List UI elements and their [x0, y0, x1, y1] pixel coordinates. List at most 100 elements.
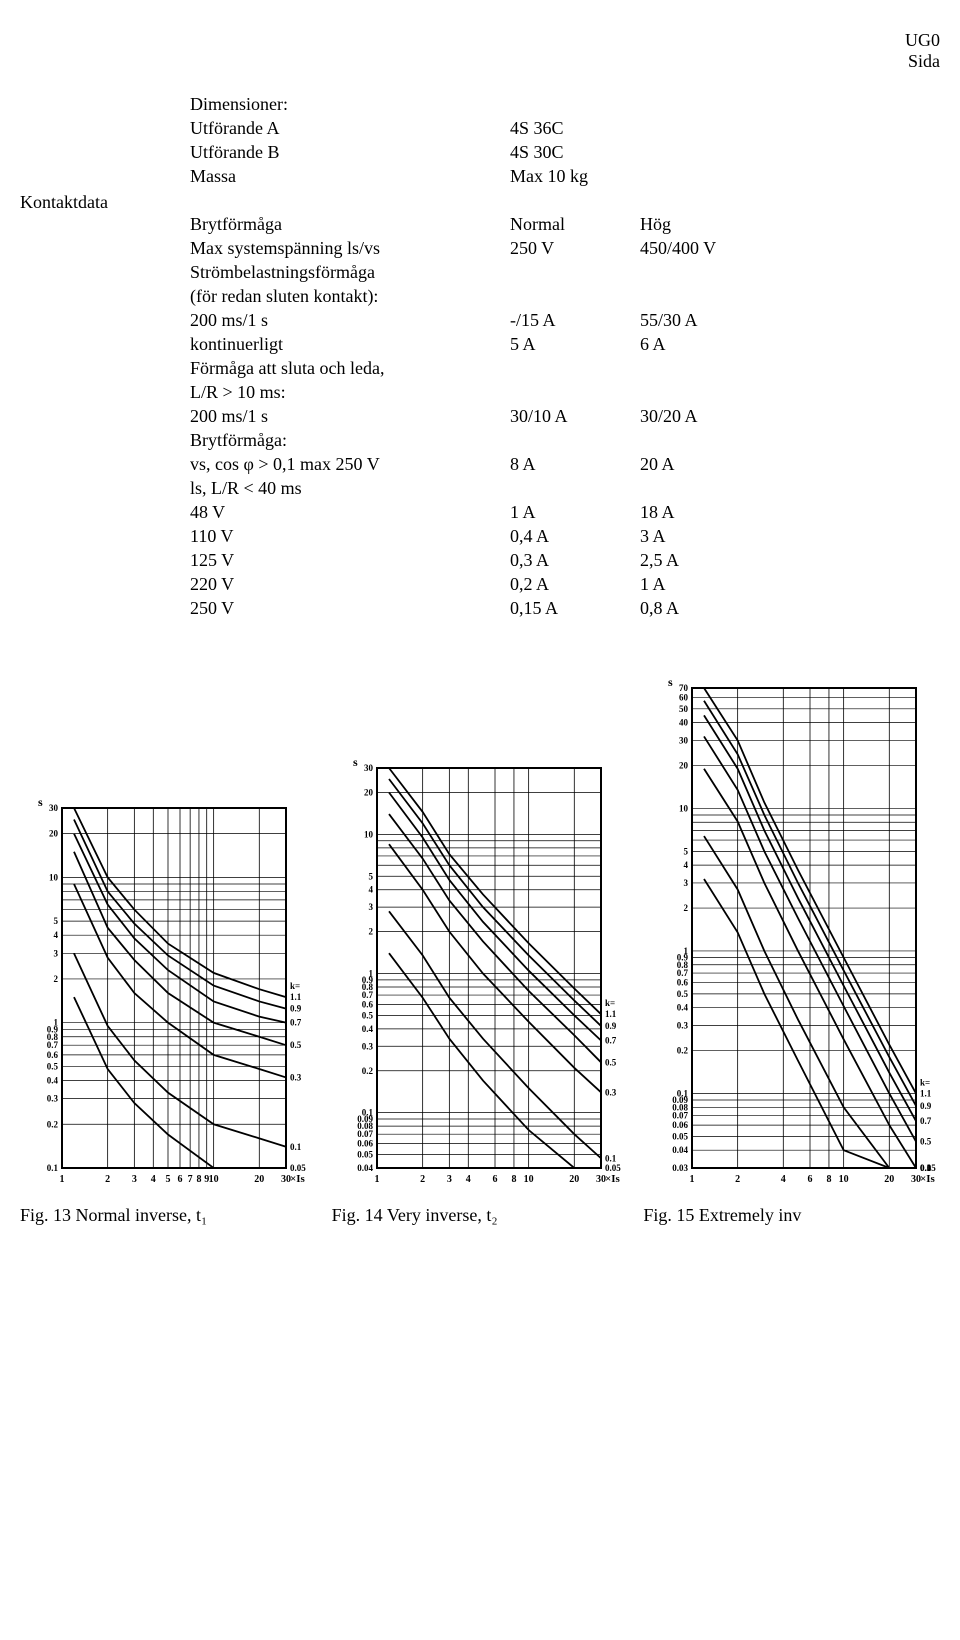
svg-text:0.1: 0.1: [677, 1088, 689, 1098]
spec-value-high: 0,8 A: [640, 596, 740, 620]
svg-text:6: 6: [178, 1174, 183, 1185]
svg-text:4: 4: [781, 1174, 786, 1185]
spec-value-high: 30/20 A: [640, 404, 740, 428]
spec-label: ls, L/R < 40 ms: [190, 476, 470, 500]
svg-text:5: 5: [684, 846, 689, 856]
svg-text:0.04: 0.04: [357, 1163, 373, 1173]
svg-text:7: 7: [188, 1174, 193, 1185]
spec-value-high: 2,5 A: [640, 548, 740, 572]
spec-value-normal: [510, 380, 610, 404]
spec-label: Max systemspänning ls/vs: [190, 236, 470, 260]
svg-text:20: 20: [254, 1174, 264, 1185]
spec-values-normal: 4S 36C4S 30CMax 10 kgNormal250 V-/15 A5 …: [510, 92, 610, 620]
spec-value-high: 20 A: [640, 452, 740, 476]
svg-text:10: 10: [679, 803, 689, 813]
svg-text:5: 5: [369, 871, 374, 881]
svg-text:2: 2: [54, 974, 59, 984]
page-header: UG0 Sida: [20, 30, 940, 72]
svg-text:1: 1: [690, 1174, 695, 1185]
svg-text:×Is: ×Is: [605, 1173, 621, 1185]
spec-label: Förmåga att sluta och leda,: [190, 356, 470, 380]
svg-text:0.5: 0.5: [677, 989, 689, 999]
svg-text:4: 4: [151, 1174, 156, 1185]
spec-label: vs, cos φ > 0,1 max 250 V: [190, 452, 470, 476]
svg-text:8: 8: [511, 1174, 516, 1185]
svg-text:0.9: 0.9: [920, 1101, 932, 1111]
chart-block: 1234681020300.040.050.060.070.080.090.10…: [335, 750, 635, 1190]
spec-value-high: 3 A: [640, 524, 740, 548]
svg-text:1: 1: [54, 1018, 59, 1028]
svg-text:60: 60: [679, 693, 689, 703]
spec-label: 200 ms/1 s: [190, 308, 470, 332]
svg-text:20: 20: [884, 1174, 894, 1185]
spec-value-normal: [510, 428, 610, 452]
section-label: Kontaktdata: [20, 92, 160, 620]
svg-text:0.6: 0.6: [362, 999, 374, 1009]
spec-value-normal: -/15 A: [510, 308, 610, 332]
spec-label: Brytförmåga:: [190, 428, 470, 452]
inverse-time-chart: 124681020300.030.040.050.060.070.080.090…: [650, 670, 950, 1190]
spec-label: 125 V: [190, 548, 470, 572]
svg-text:4: 4: [466, 1174, 471, 1185]
svg-text:0.1: 0.1: [290, 1142, 302, 1152]
spec-value-normal: 4S 30C: [510, 140, 610, 164]
svg-text:0.3: 0.3: [362, 1041, 374, 1051]
header-line-2: Sida: [20, 51, 940, 72]
svg-text:2: 2: [684, 903, 689, 913]
svg-text:0.5: 0.5: [605, 1057, 617, 1067]
spec-value-high: [640, 164, 740, 188]
spec-value-normal: 0,15 A: [510, 596, 610, 620]
svg-text:5: 5: [165, 1174, 170, 1185]
svg-text:0.9: 0.9: [290, 1004, 302, 1014]
spec-value-high: 55/30 A: [640, 308, 740, 332]
svg-text:6: 6: [493, 1174, 498, 1185]
svg-text:4: 4: [369, 885, 374, 895]
svg-text:20: 20: [569, 1174, 579, 1185]
svg-text:30: 30: [49, 803, 59, 813]
chart-caption: Fig. 15 Extremely inv: [643, 1205, 940, 1226]
svg-text:0.5: 0.5: [47, 1061, 59, 1071]
svg-text:1.1: 1.1: [920, 1088, 932, 1098]
spec-value-normal: 8 A: [510, 452, 610, 476]
chart-block: 124681020300.030.040.050.060.070.080.090…: [650, 670, 950, 1190]
svg-text:1: 1: [369, 969, 374, 979]
captions-row: Fig. 13 Normal inverse, t₁Fig. 14 Very i…: [20, 1205, 940, 1226]
svg-text:k=: k=: [605, 998, 615, 1008]
svg-text:0.05: 0.05: [357, 1150, 373, 1160]
svg-text:0.2: 0.2: [677, 1046, 689, 1056]
spec-value-high: 450/400 V: [640, 236, 740, 260]
inverse-time-chart: 1234567891020300.10.20.30.40.50.60.70.80…: [20, 790, 320, 1190]
svg-text:1: 1: [60, 1174, 65, 1185]
svg-text:k=: k=: [290, 981, 300, 991]
svg-text:0.5: 0.5: [290, 1040, 302, 1050]
svg-text:50: 50: [679, 704, 689, 714]
spec-label: 220 V: [190, 572, 470, 596]
spec-value-normal: 0,2 A: [510, 572, 610, 596]
spec-value-normal: Normal: [510, 212, 610, 236]
chart-block: 1234567891020300.10.20.30.40.50.60.70.80…: [20, 790, 320, 1190]
svg-text:s: s: [353, 755, 358, 769]
svg-text:0.7: 0.7: [290, 1018, 302, 1028]
spec-value-high: 6 A: [640, 332, 740, 356]
svg-text:0.05: 0.05: [605, 1163, 621, 1173]
spec-values-high: Hög450/400 V55/30 A6 A30/20 A20 A18 A3 A…: [640, 92, 740, 620]
svg-text:0.06: 0.06: [672, 1120, 688, 1130]
svg-text:30: 30: [364, 763, 374, 773]
spec-value-normal: 0,3 A: [510, 548, 610, 572]
spec-label: 48 V: [190, 500, 470, 524]
svg-text:5: 5: [54, 916, 59, 926]
svg-text:0.7: 0.7: [920, 1116, 932, 1126]
spec-value-normal: [510, 92, 610, 116]
svg-text:0.03: 0.03: [672, 1163, 688, 1173]
spec-value-high: [640, 188, 740, 212]
svg-text:20: 20: [679, 761, 689, 771]
spec-value-high: Hög: [640, 212, 740, 236]
spec-value-normal: Max 10 kg: [510, 164, 610, 188]
svg-text:×Is: ×Is: [290, 1173, 306, 1185]
header-line-1: UG0: [20, 30, 940, 51]
svg-text:0.05: 0.05: [290, 1163, 306, 1173]
svg-text:4: 4: [684, 860, 689, 870]
spec-value-high: [640, 476, 740, 500]
spec-label: 200 ms/1 s: [190, 404, 470, 428]
svg-text:0.1: 0.1: [605, 1153, 617, 1163]
